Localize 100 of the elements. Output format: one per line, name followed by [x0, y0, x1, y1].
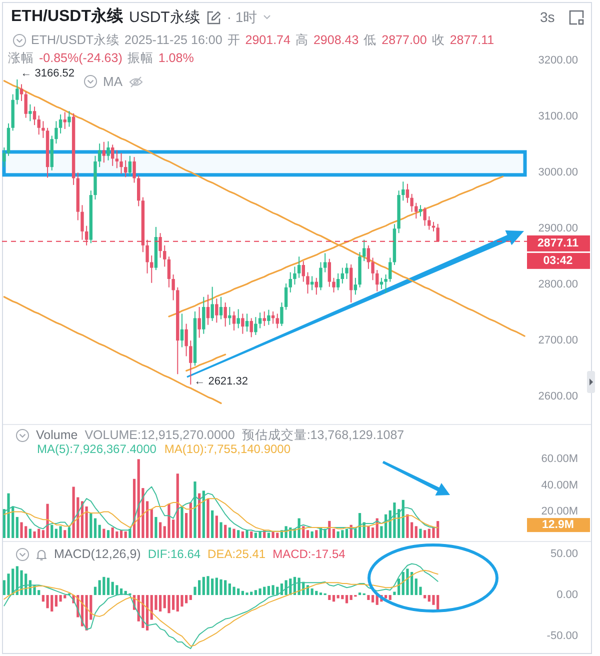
bar: [341, 595, 344, 600]
annotation: 高: [295, 33, 308, 48]
candlestick: [293, 266, 296, 286]
bar: [189, 502, 192, 538]
bar: [189, 595, 192, 600]
candlestick: [172, 274, 175, 301]
bar: [246, 530, 248, 538]
y-tick-label: 2800.00: [538, 278, 578, 291]
candlestick: [20, 84, 24, 102]
bar: [94, 586, 97, 596]
candlestick: [63, 112, 66, 130]
candlestick: [423, 206, 426, 226]
bar: [150, 509, 153, 538]
bar: [220, 579, 222, 596]
text: DIF:16.64: [148, 547, 201, 562]
candlestick: [24, 90, 28, 118]
text: 12.9M: [542, 519, 574, 532]
annotation: 2908.43: [313, 33, 359, 48]
bar: [59, 526, 62, 538]
line-series: [4, 498, 438, 532]
series-label: MACD:-17.54: [272, 547, 346, 562]
bar: [414, 526, 418, 538]
bar: [406, 514, 409, 538]
candlestick: [276, 313, 279, 329]
candlestick: [410, 193, 414, 212]
candlestick: [110, 144, 114, 166]
bar: [332, 595, 336, 602]
y-tick-label: 0.00: [556, 589, 578, 602]
bar: [158, 595, 162, 612]
bar: [168, 595, 170, 614]
annotation: 2025-11-25 16:00: [124, 33, 222, 48]
annotation: -0.85%(-24.63): [39, 51, 122, 66]
candlestick: [32, 106, 36, 126]
candlestick: [340, 267, 344, 284]
candlestick: [328, 258, 332, 288]
annotation: 收: [432, 33, 445, 48]
bar: [358, 592, 362, 596]
bar: [228, 527, 231, 538]
annotation: 2877.11: [450, 33, 494, 48]
bar: [176, 474, 179, 538]
bar: [267, 532, 270, 538]
candlestick: [54, 120, 58, 144]
candlestick: [280, 302, 284, 326]
bar: [336, 531, 340, 538]
candlestick: [16, 78, 19, 105]
candlestick: [124, 160, 128, 178]
bar: [371, 527, 374, 538]
candlestick: [241, 313, 244, 334]
chart-title: Volume: [36, 428, 78, 442]
bar: [28, 528, 32, 538]
candlestick: [245, 313, 249, 332]
annotation: 开: [227, 33, 240, 48]
bar: [315, 590, 318, 596]
y-tick-label: 2600.00: [538, 390, 578, 403]
candlestick: [28, 104, 32, 122]
bar: [158, 522, 162, 538]
bar: [246, 592, 248, 596]
bar: [102, 528, 106, 538]
annotation: VOLUME:12,915,270.0000: [84, 428, 235, 442]
annotation: 预估成交量:13,768,129.1087: [242, 428, 404, 442]
candlestick: [167, 256, 171, 288]
annotation: 1.08%: [158, 51, 194, 66]
candlestick: [297, 256, 301, 278]
bar: [194, 482, 196, 538]
candlestick: [150, 254, 154, 284]
bar: [168, 504, 170, 538]
candlestick: [189, 340, 192, 386]
bar: [310, 588, 314, 596]
bar: [406, 568, 409, 596]
bar: [198, 493, 201, 538]
candlestick: [68, 110, 71, 128]
candlestick: [350, 264, 353, 303]
candlestick: [414, 202, 418, 220]
candlestick: [2, 146, 6, 168]
annotation: 2877.00: [382, 33, 427, 48]
bar: [106, 578, 110, 596]
chart-subtitle: USDT永续: [129, 8, 200, 26]
bar: [345, 595, 348, 604]
candlestick: [163, 244, 166, 268]
y-tick-label: 40.00M: [541, 479, 578, 492]
bar: [310, 531, 314, 538]
bar: [180, 506, 184, 538]
candlestick: [80, 204, 84, 240]
bar: [350, 595, 352, 600]
bar: [424, 530, 426, 538]
bar: [46, 595, 49, 608]
bar: [367, 526, 370, 538]
candlestick: [215, 298, 218, 324]
candlestick: [371, 257, 374, 281]
y-tick-label: 3000.00: [538, 166, 578, 179]
bar: [54, 595, 58, 607]
candlestick: [158, 232, 162, 258]
bar: [172, 595, 175, 610]
candlestick: [319, 262, 322, 291]
candlestick: [284, 282, 288, 310]
bar: [241, 531, 244, 538]
text: MA(5):7,926,367.4000: [37, 442, 156, 456]
candlestick: [228, 306, 232, 326]
candlestick: [323, 252, 327, 273]
candlestick: [58, 114, 62, 134]
